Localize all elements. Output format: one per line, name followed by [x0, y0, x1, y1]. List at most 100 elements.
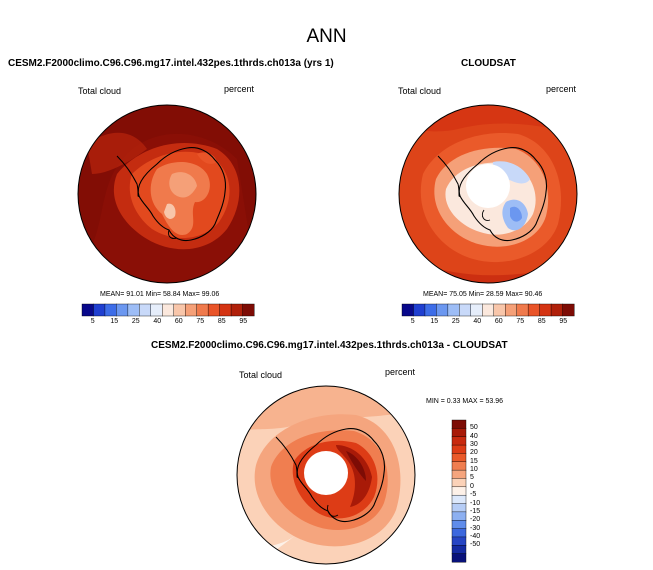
- obs-colorbar-swatch: [527, 303, 541, 317]
- diff-colorbar-swatch: [451, 528, 467, 538]
- model-colorbar: [81, 303, 255, 317]
- diff-colorbar-swatch: [451, 553, 467, 563]
- model-colorbar-swatch: [184, 303, 198, 317]
- obs-colorbar-tick-label: 5: [410, 318, 415, 325]
- model-colorbar-tick-label: 75: [196, 318, 205, 325]
- diff-colorbar-tick-label: -10: [470, 499, 481, 507]
- model-panel-title: CESM2.F2000climo.C96.C96.mg17.intel.432p…: [8, 58, 334, 69]
- diff-colorbar-swatch: [451, 536, 467, 546]
- model-colorbar-swatch: [219, 303, 232, 317]
- obs-missing-data-hole: [466, 164, 510, 208]
- diff-colorbar-tick-label: -20: [470, 516, 481, 524]
- obs-panel-title: CLOUDSAT: [461, 58, 516, 69]
- diff-colorbar-tick-label: -15: [470, 507, 481, 515]
- diff-colorbar-swatch: [451, 436, 467, 446]
- diff-colorbar-tick-label: 20: [470, 449, 478, 457]
- obs-variable-label: Total cloud: [398, 86, 442, 96]
- diff-colorbar-tick-label: 30: [470, 441, 478, 449]
- model-map-border: [77, 104, 257, 284]
- diff-map-border: [236, 385, 416, 565]
- diff-colorbar-tick-label: -5: [470, 491, 477, 499]
- model-colorbar-tick-label: 40: [153, 318, 162, 325]
- model-stats: MEAN= 91.01 Min= 58.84 Max= 99.06: [100, 291, 220, 298]
- diff-colorbar-labels: 50 40 30 20 15 10 5 0 -5 -10 -15 -20 -30 -40 -50: [470, 420, 494, 562]
- model-colorbar-swatch: [242, 303, 255, 317]
- obs-colorbar-tick-label: 95: [559, 318, 568, 325]
- diff-colorbar-swatch: [451, 545, 467, 555]
- obs-colorbar-swatch: [504, 303, 518, 317]
- diff-colorbar-swatch: [451, 444, 467, 454]
- obs-colorbar-tick-label: 75: [516, 318, 525, 325]
- model-colorbar-swatch: [162, 303, 175, 317]
- model-colorbar-tick-label: 25: [131, 318, 140, 325]
- obs-colorbar-swatch: [539, 303, 552, 317]
- diff-variable-label: Total cloud: [239, 370, 283, 380]
- model-colorbar-swatch: [207, 303, 221, 317]
- diff-colorbar-tick-label: -30: [470, 524, 481, 532]
- obs-stats: MEAN= 75.05 Min= 28.59 Max= 90.46: [423, 291, 543, 298]
- diff-colorbar-tick-label: 50: [470, 424, 478, 432]
- obs-colorbar-swatch: [413, 303, 426, 317]
- diff-colorbar-tick-label: 0: [470, 482, 474, 490]
- diff-colorbar-swatch: [451, 494, 467, 505]
- obs-colorbar-tick-label: 25: [451, 318, 460, 325]
- obs-colorbar-labels: 5 15 25 40 60 75 85 95: [402, 318, 574, 328]
- obs-coastline: [458, 147, 548, 242]
- model-colorbar-swatch: [173, 303, 186, 317]
- obs-polar-map: [398, 104, 578, 284]
- obs-units-label: percent: [546, 84, 577, 94]
- diff-region-max: [336, 445, 372, 507]
- main-title: ANN: [306, 26, 347, 47]
- model-variable-label: Total cloud: [78, 86, 122, 96]
- model-units-label: percent: [224, 84, 255, 94]
- model-colorbar-tick-label: 60: [174, 318, 183, 325]
- diff-colorbar-swatch: [451, 520, 467, 530]
- diff-stats: MIN = 0.33 MAX = 53.96: [426, 398, 504, 405]
- model-colorbar-swatch: [104, 303, 117, 317]
- obs-colorbar-tick-label: 15: [430, 318, 439, 325]
- obs-colorbar-swatch: [516, 303, 529, 317]
- diff-colorbar-tick-label: 10: [470, 466, 478, 474]
- obs-colorbar-tick-label: 60: [494, 318, 503, 325]
- model-colorbar-swatch: [150, 303, 163, 317]
- obs-colorbar-swatch: [470, 303, 483, 317]
- model-colorbar-labels: 5 15 25 40 60 75 85 95: [82, 318, 254, 328]
- diff-colorbar-swatch: [451, 469, 467, 479]
- obs-colorbar-swatch: [550, 303, 564, 317]
- diff-colorbar-swatch: [451, 503, 467, 513]
- model-cloud-region-3: [150, 162, 210, 235]
- obs-colorbar-tick-label: 85: [537, 318, 546, 325]
- model-coastline: [137, 147, 227, 242]
- obs-colorbar-swatch: [562, 303, 575, 317]
- diff-colorbar-swatch: [451, 453, 467, 463]
- model-polar-map: [77, 104, 257, 284]
- diff-coastline: [296, 428, 386, 523]
- diff-colorbar-swatch: [451, 511, 467, 521]
- diff-colorbar-swatch: [451, 428, 467, 438]
- diff-units-label: percent: [385, 367, 416, 377]
- model-colorbar-swatch: [116, 303, 129, 317]
- diff-colorbar-tick-label: -40: [470, 532, 481, 540]
- model-colorbar-tick-label: 85: [217, 318, 226, 325]
- diff-colorbar-tick-label: 5: [470, 474, 474, 482]
- diff-colorbar-swatch: [451, 419, 467, 429]
- diff-colorbar-swatch: [451, 461, 467, 471]
- diff-colorbar-swatch: [451, 486, 467, 496]
- diff-colorbar-tick-label: 15: [470, 457, 478, 465]
- obs-colorbar-swatch: [459, 303, 472, 317]
- model-colorbar-tick-label: 15: [110, 318, 119, 325]
- obs-colorbar-swatch: [482, 303, 495, 317]
- model-colorbar-tick-label: 95: [239, 318, 248, 325]
- obs-colorbar-tick-label: 40: [473, 318, 482, 325]
- diff-colorbar-swatch: [451, 478, 467, 488]
- obs-colorbar-swatch: [447, 303, 460, 317]
- model-colorbar-swatch: [139, 303, 152, 317]
- diff-missing-data-hole: [304, 451, 348, 495]
- model-colorbar-swatch: [93, 303, 106, 317]
- model-colorbar-tick-label: 5: [90, 318, 95, 325]
- obs-colorbar: [401, 303, 575, 317]
- model-colorbar-swatch: [81, 303, 94, 317]
- model-colorbar-swatch: [196, 303, 209, 317]
- diff-panel-title: CESM2.F2000climo.C96.C96.mg17.intel.432p…: [151, 340, 508, 351]
- diff-colorbar: [451, 419, 467, 563]
